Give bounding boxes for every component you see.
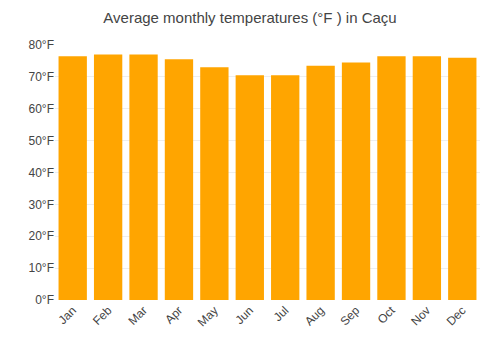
svg-text:10°F: 10°F	[29, 261, 54, 275]
svg-text:Average monthly temperatures (: Average monthly temperatures (°F ) in Ca…	[103, 9, 396, 26]
svg-text:60°F: 60°F	[29, 102, 54, 116]
svg-text:20°F: 20°F	[29, 229, 54, 243]
svg-text:0°F: 0°F	[35, 293, 54, 307]
svg-text:80°F: 80°F	[29, 38, 54, 52]
svg-text:Feb: Feb	[90, 303, 115, 328]
svg-text:50°F: 50°F	[29, 134, 54, 148]
svg-text:Jan: Jan	[55, 303, 79, 327]
svg-text:May: May	[195, 303, 221, 329]
svg-text:Mar: Mar	[125, 303, 150, 328]
svg-text:Jul: Jul	[271, 303, 292, 324]
svg-text:Apr: Apr	[162, 303, 185, 326]
svg-text:70°F: 70°F	[29, 70, 54, 84]
svg-text:Sep: Sep	[337, 303, 362, 328]
svg-text:30°F: 30°F	[29, 198, 54, 212]
svg-text:Aug: Aug	[302, 303, 327, 328]
svg-text:40°F: 40°F	[29, 166, 54, 180]
svg-text:Jun: Jun	[233, 303, 257, 327]
svg-text:Oct: Oct	[375, 303, 399, 327]
svg-text:Dec: Dec	[444, 303, 469, 328]
svg-text:Nov: Nov	[408, 303, 433, 328]
